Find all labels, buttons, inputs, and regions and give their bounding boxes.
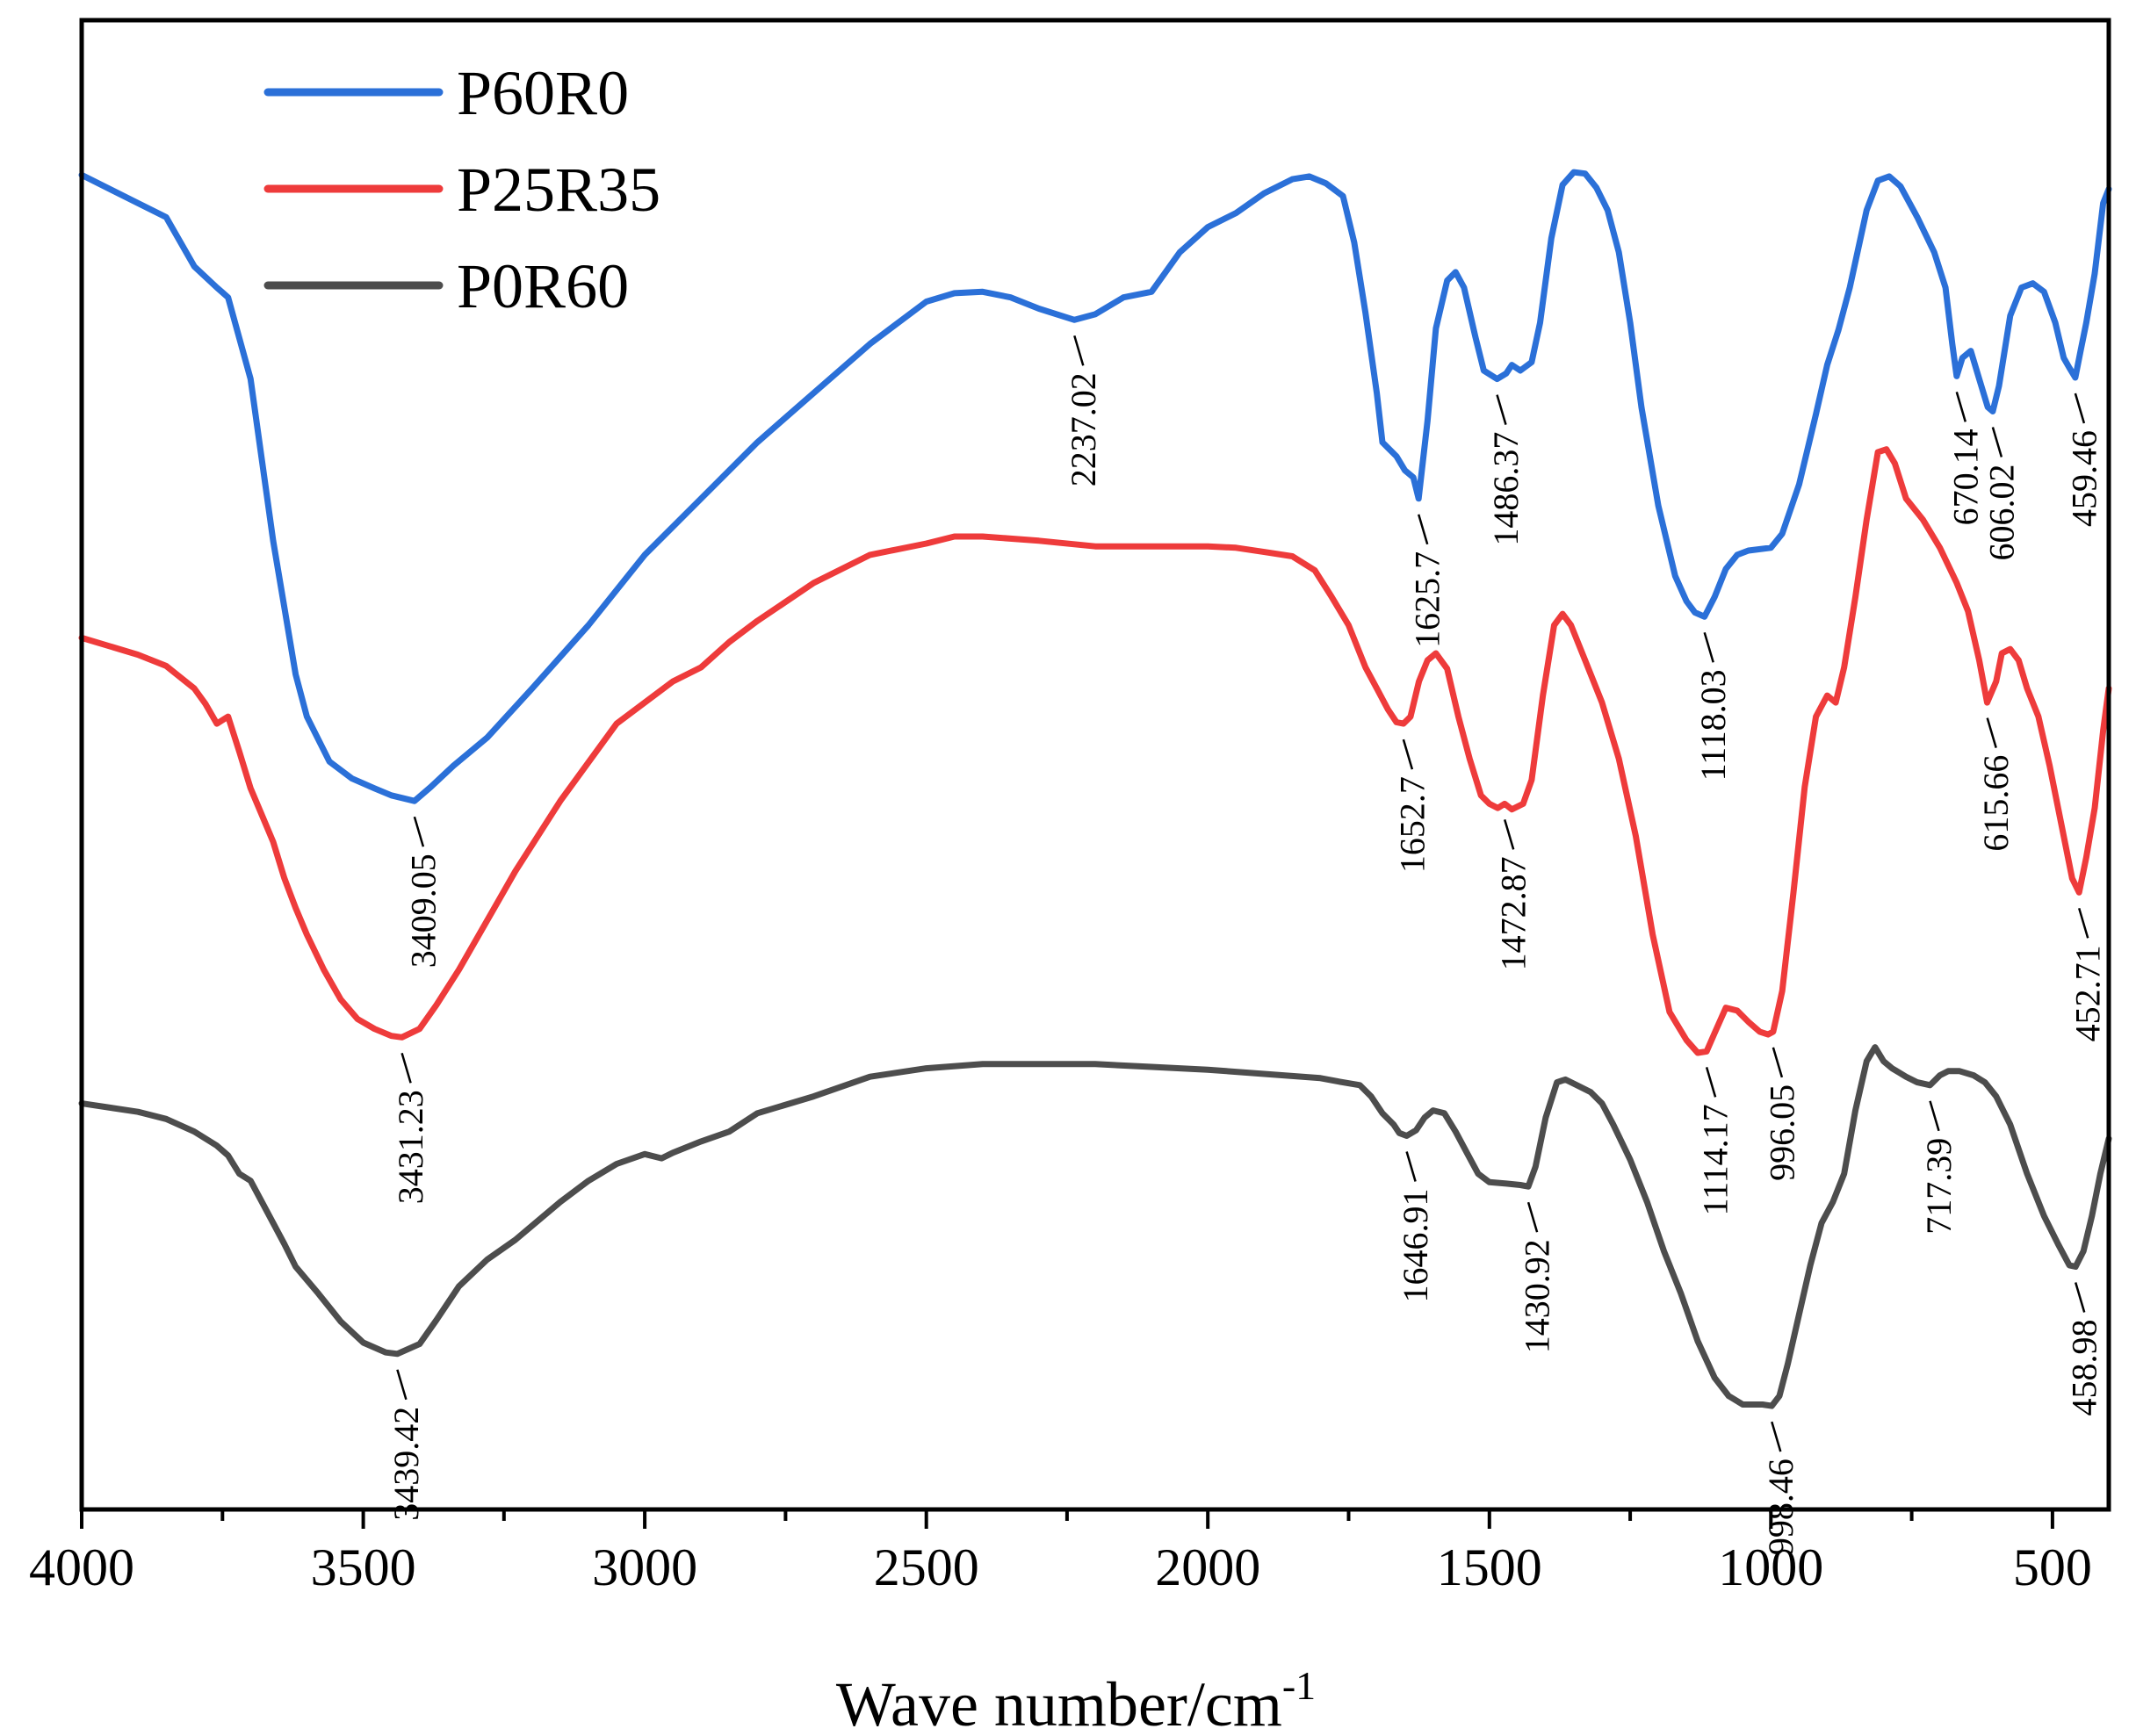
x-axis: 4000 3500 3000 2500 2000 1500 1000 500	[29, 1509, 2092, 1596]
series-layer	[78, 169, 2112, 1409]
peak-label-459.46: 459.46	[2064, 430, 2104, 527]
legend-label-p25r35: P25R35	[457, 155, 660, 225]
peak-leader-1118.03	[1703, 631, 1714, 663]
peak-annotations: 3409.05 2237.02 1625.7 1486.37 1118.03 670.14…	[386, 335, 2108, 1555]
peak-label-458.98: 458.98	[2065, 1320, 2104, 1416]
peak-leader-459.46	[2074, 393, 2086, 424]
x-tick-label-3000: 3000	[592, 1538, 697, 1596]
peak-leader-1486.37	[1496, 394, 1507, 425]
peak-leader-615.66	[1986, 717, 1997, 748]
peak-label-1646.91: 1646.91	[1396, 1189, 1435, 1303]
x-tick-label-1000: 1000	[1718, 1538, 1823, 1596]
x-tick-label-2500: 2500	[874, 1538, 979, 1596]
series-line-p0r60	[78, 1044, 2112, 1409]
peak-leader-3409.05	[413, 816, 425, 847]
peak-leader-2237.02	[1073, 335, 1085, 366]
peak-label-1486.37: 1486.37	[1486, 432, 1526, 546]
peak-leader-452.71	[2078, 907, 2089, 939]
peak-label-717.39: 717.39	[1919, 1138, 1959, 1235]
peak-leader-996.05	[1772, 1047, 1784, 1078]
x-tick-label-2000: 2000	[1155, 1538, 1260, 1596]
x-axis-title-text: Wave number/cm	[836, 1669, 1282, 1736]
series-line-p25r35	[78, 446, 2112, 1056]
peak-label-1118.03: 1118.03	[1693, 669, 1733, 781]
peak-leader-1625.7	[1418, 514, 1429, 545]
peak-leader-998.46	[1771, 1421, 1782, 1452]
peak-label-3409.05: 3409.05	[403, 854, 443, 968]
plot-frame	[79, 18, 2111, 1512]
legend-label-p60r0: P60R0	[457, 58, 629, 128]
peak-leader-1646.91	[1405, 1151, 1417, 1182]
peak-leader-717.39	[1929, 1100, 1940, 1132]
peak-label-615.66: 615.66	[1976, 755, 2016, 852]
peak-label-452.71: 452.71	[2068, 945, 2108, 1041]
peak-label-3431.23: 3431.23	[391, 1090, 430, 1204]
peak-leader-670.14	[1955, 392, 1966, 422]
x-tick-label-3500: 3500	[311, 1538, 416, 1596]
peak-label-996.05: 996.05	[1762, 1084, 1801, 1181]
x-axis-title: Wave number/cm-1	[836, 1663, 1316, 1736]
peak-leader-1430.92	[1526, 1201, 1539, 1233]
legend: P60R0 P25R35 P0R60	[263, 58, 660, 321]
peak-label-2237.02: 2237.02	[1064, 372, 1103, 486]
x-tick-label-1500: 1500	[1437, 1538, 1542, 1596]
peak-label-1114.17: 1114.17	[1696, 1104, 1736, 1215]
peak-label-1625.7: 1625.7	[1408, 551, 1447, 648]
x-tick-label-4000: 4000	[29, 1538, 134, 1596]
peak-leader-1652.7	[1402, 738, 1414, 770]
x-axis-title-superscript: -1	[1282, 1663, 1316, 1708]
peak-label-998.46: 998.46	[1761, 1459, 1800, 1555]
peak-leader-458.98	[2075, 1282, 2086, 1313]
peak-label-670.14: 670.14	[1945, 429, 1985, 525]
peak-label-606.02: 606.02	[1981, 465, 2021, 561]
peak-leader-3431.23	[400, 1052, 412, 1084]
peak-label-1652.7: 1652.7	[1392, 776, 1432, 873]
x-tick-label-500: 500	[2013, 1538, 2092, 1596]
peak-leader-3439.42	[396, 1369, 408, 1401]
legend-label-p0r60: P0R60	[457, 251, 629, 321]
peak-leader-1114.17	[1705, 1067, 1717, 1098]
series-line-p60r0	[78, 169, 2112, 804]
peak-leader-606.02	[1991, 427, 2003, 457]
peak-leader-1472.87	[1504, 819, 1515, 850]
peak-label-3439.42: 3439.42	[386, 1407, 426, 1521]
peak-label-1430.92: 1430.92	[1518, 1239, 1557, 1353]
peak-label-1472.87: 1472.87	[1494, 856, 1533, 970]
